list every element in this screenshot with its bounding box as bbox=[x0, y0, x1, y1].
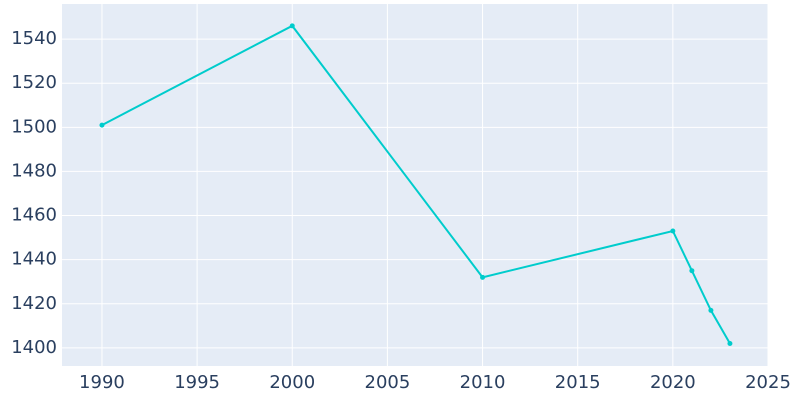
y-tick-label: 1400 bbox=[11, 337, 57, 358]
y-tick-label: 1520 bbox=[11, 72, 57, 93]
data-point bbox=[99, 122, 105, 128]
x-tick-label: 2025 bbox=[745, 372, 791, 393]
data-point bbox=[727, 340, 733, 346]
y-tick-label: 1480 bbox=[11, 160, 57, 181]
plot-area bbox=[62, 4, 768, 366]
y-tick-label: 1540 bbox=[11, 28, 57, 49]
data-point bbox=[480, 274, 486, 280]
data-point bbox=[670, 228, 676, 234]
x-tick-label: 1995 bbox=[174, 372, 220, 393]
data-point bbox=[689, 268, 695, 274]
data-point bbox=[289, 23, 295, 29]
data-point bbox=[708, 307, 714, 313]
x-tick-label: 1990 bbox=[79, 372, 125, 393]
x-tick-label: 2005 bbox=[365, 372, 411, 393]
x-tick-label: 2010 bbox=[460, 372, 506, 393]
x-tick-label: 2020 bbox=[650, 372, 696, 393]
x-tick-label: 2000 bbox=[269, 372, 315, 393]
y-tick-label: 1440 bbox=[11, 249, 57, 270]
x-tick-label: 2015 bbox=[555, 372, 601, 393]
y-tick-label: 1460 bbox=[11, 205, 57, 226]
y-tick-label: 1420 bbox=[11, 293, 57, 314]
y-tick-label: 1500 bbox=[11, 116, 57, 137]
